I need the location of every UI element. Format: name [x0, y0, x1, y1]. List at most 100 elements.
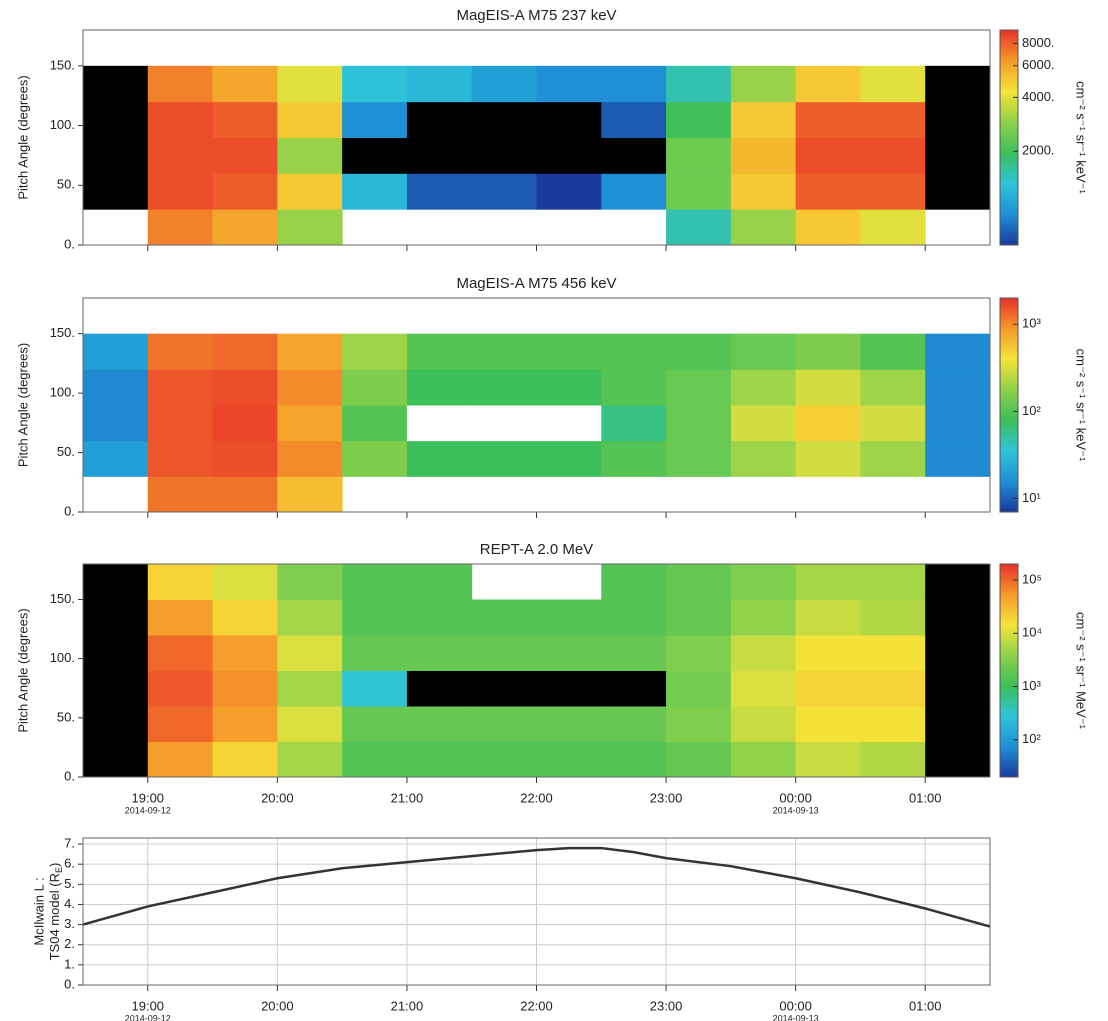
- y-axis-label: TS04 model (RE): [47, 863, 64, 961]
- heatmap-cell: [795, 440, 861, 477]
- y-axis-label: Pitch Angle (degrees): [15, 608, 30, 732]
- heatmap-cell: [795, 369, 861, 406]
- heatmap-cell: [147, 599, 214, 636]
- heatmap-cell: [925, 706, 991, 742]
- x-tick-date: 2014-09-12: [125, 805, 171, 815]
- heatmap-cell: [147, 706, 214, 742]
- heatmap-cell: [342, 564, 408, 600]
- heatmap-cell: [601, 440, 667, 477]
- colorbar-label: cm⁻² s⁻¹ sr⁻¹ keV⁻¹: [1074, 81, 1089, 194]
- heatmap-cell: [730, 333, 797, 370]
- heatmap-cell: [212, 173, 278, 210]
- x-tick-label: 21:00: [391, 998, 424, 1013]
- heatmap-cell: [471, 65, 537, 103]
- heatmap-cell: [666, 564, 732, 600]
- heatmap-cell: [860, 564, 926, 600]
- heatmap-cell: [536, 706, 602, 742]
- colorbar-tick-label: 6000.: [1022, 57, 1055, 72]
- heatmap-cell: [730, 706, 797, 742]
- x-tick-label: 21:00: [391, 790, 424, 805]
- heatmap-cell: [147, 209, 214, 246]
- heatmap-cell: [277, 137, 343, 174]
- colorbar-tick-label: 2000.: [1022, 143, 1055, 158]
- plot-frame: [82, 297, 991, 513]
- heatmap-cell: [406, 635, 473, 671]
- heatmap-cell: [83, 173, 149, 210]
- heatmap-cell: [147, 476, 214, 513]
- heatmap-cell: [471, 706, 537, 742]
- heatmap-cell: [277, 476, 343, 513]
- heatmap-cell: [601, 101, 667, 138]
- heatmap-cell: [795, 741, 861, 778]
- heatmap-cell: [342, 741, 408, 778]
- heatmap-cell: [147, 405, 214, 442]
- heatmap-cell: [795, 209, 861, 246]
- heatmap-cell: [342, 405, 408, 442]
- y-tick-label: 2.: [64, 936, 75, 951]
- label-part: ): [47, 863, 62, 867]
- heatmap-cell: [277, 65, 343, 103]
- heatmap-cell: [83, 405, 149, 442]
- x-tick-label: 01:00: [909, 790, 942, 805]
- heatmap-cell: [925, 65, 991, 103]
- heatmap-cell: [277, 741, 343, 778]
- heatmap-cell: [342, 706, 408, 742]
- heatmap-cell: [666, 65, 732, 103]
- heatmap-cell: [536, 440, 602, 477]
- heatmap-cell: [471, 440, 537, 477]
- heatmap-cell: [536, 101, 602, 138]
- heatmap-cell: [666, 209, 732, 246]
- y-tick-label: 0.: [64, 768, 75, 783]
- x-tick-label: 19:00: [132, 998, 165, 1013]
- heatmap-cell: [471, 369, 537, 406]
- plot-frame: [82, 563, 991, 778]
- y-tick-label: 50.: [57, 177, 75, 192]
- heatmap-cell: [277, 369, 343, 406]
- heatmap-cell: [83, 440, 149, 477]
- heatmap-cell: [666, 440, 732, 477]
- x-tick-label: 20:00: [261, 790, 294, 805]
- heatmap-cell: [795, 706, 861, 742]
- colorbar-tick-label: 10⁵: [1022, 571, 1042, 586]
- heatmap-cell: [601, 137, 667, 174]
- panel-title: MagEIS-A M75 237 keV: [456, 7, 616, 24]
- heatmap-cell: [342, 333, 408, 370]
- heatmap-cell: [730, 670, 797, 707]
- heatmap-cell: [860, 670, 926, 707]
- heatmap-cell: [536, 333, 602, 370]
- heatmap-cell: [925, 101, 991, 138]
- y-tick-label: 6.: [64, 856, 75, 871]
- heatmap-cell: [147, 137, 214, 174]
- heatmap-cell: [795, 137, 861, 174]
- x-tick-label: 23:00: [650, 790, 683, 805]
- heatmap-cell: [277, 405, 343, 442]
- y-axis-label: Pitch Angle (degrees): [15, 343, 30, 467]
- heatmap-cell: [601, 369, 667, 406]
- colorbar-tick-label: 10⁴: [1022, 625, 1042, 640]
- heatmap-cell: [277, 564, 343, 600]
- heatmap-cell: [925, 405, 991, 442]
- heatmap-cell: [277, 599, 343, 636]
- heatmap-cell: [342, 670, 408, 707]
- heatmap-cell: [406, 564, 473, 600]
- heatmap-cell: [601, 173, 667, 210]
- heatmap-cell: [212, 369, 278, 406]
- heatmap-cell: [795, 564, 861, 600]
- heatmap-cell: [925, 333, 991, 370]
- heatmap-cell: [277, 209, 343, 246]
- heatmap-cell: [536, 369, 602, 406]
- x-tick-label: 00:00: [779, 998, 812, 1013]
- heatmap-cell: [601, 564, 667, 600]
- y-tick-label: 100.: [50, 650, 75, 665]
- heatmap-cell: [406, 440, 473, 477]
- heatmap-cell: [730, 599, 797, 636]
- heatmap-cell: [147, 101, 214, 138]
- heatmap-cell: [925, 635, 991, 671]
- heatmap-cell: [666, 333, 732, 370]
- heatmap-cell: [342, 440, 408, 477]
- heatmap-cell: [795, 635, 861, 671]
- heatmap-cell: [277, 706, 343, 742]
- heatmap-cell: [342, 173, 408, 210]
- heatmap-cell: [730, 65, 797, 103]
